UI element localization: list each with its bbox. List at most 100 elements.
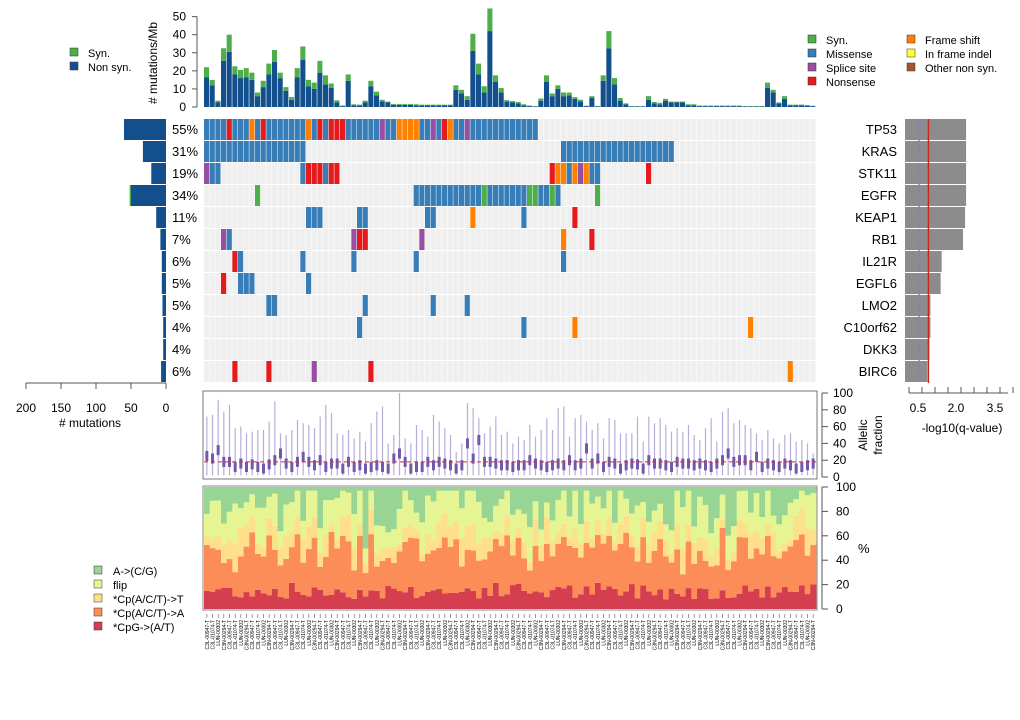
cell-empty	[708, 251, 714, 272]
cell-empty	[697, 317, 703, 338]
spectrum-cpg-segment	[736, 593, 743, 609]
cell-empty	[328, 317, 334, 338]
tmb-bar-syn	[787, 104, 793, 106]
cell-empty	[612, 317, 618, 338]
spectrum-flip-segment	[487, 521, 494, 538]
cell-empty	[629, 229, 635, 250]
cell-empty	[396, 273, 402, 294]
spectrum-cpa-segment	[555, 543, 562, 587]
cell-empty	[521, 339, 527, 360]
cell-mutation	[493, 185, 499, 206]
cell-empty	[340, 207, 346, 228]
cell-empty	[334, 317, 340, 338]
spectrum-cpt-segment	[799, 509, 806, 535]
cell-empty	[334, 251, 340, 272]
sample-label: C3L-00947-T	[794, 620, 800, 649]
cell-empty	[685, 119, 691, 140]
cell-empty	[549, 141, 555, 162]
cell-empty	[430, 273, 436, 294]
cell-empty	[204, 317, 210, 338]
cell-empty	[413, 317, 419, 338]
spectrum-ac-segment	[328, 487, 335, 501]
spectrum-cpt-segment	[408, 524, 415, 538]
cell-empty	[646, 295, 652, 316]
cell-empty	[283, 185, 289, 206]
spectrum-cpg-segment	[674, 593, 681, 609]
cell-empty	[748, 295, 754, 316]
cell-mutation	[544, 185, 550, 206]
spectrum-cpa-segment	[623, 532, 630, 592]
cell-empty	[249, 207, 255, 228]
cell-empty	[663, 361, 669, 382]
cell-empty	[623, 295, 629, 316]
cell-empty	[323, 361, 329, 382]
spectrum-flip-segment	[425, 495, 432, 535]
cell-empty	[221, 317, 227, 338]
cell-empty	[351, 163, 357, 184]
tmb-bar-nonsyn	[646, 99, 652, 107]
cell-empty	[277, 339, 283, 360]
af-iqr	[539, 460, 543, 471]
cell-empty	[266, 185, 272, 206]
spectrum-cpg-segment	[459, 591, 466, 609]
cell-empty	[459, 361, 465, 382]
cell-empty	[374, 317, 380, 338]
cell-empty	[425, 361, 431, 382]
spectrum-flip-segment	[362, 548, 369, 564]
spectrum-cpa-segment	[697, 550, 704, 589]
cell-empty	[685, 295, 691, 316]
tmb-bar-syn	[476, 63, 482, 75]
sample-label: C3N-00294-T	[539, 620, 545, 650]
cell-empty	[623, 229, 629, 250]
cell-empty	[419, 317, 425, 338]
cell-empty	[345, 207, 351, 228]
tmb-bar-syn	[385, 101, 391, 103]
legend-swatch	[93, 565, 103, 575]
spectrum-cpg-segment	[549, 590, 556, 609]
spectrum-cpt-segment	[481, 537, 488, 560]
af-iqr	[347, 456, 350, 467]
tmb-bar-syn	[232, 66, 238, 75]
cell-empty	[238, 295, 244, 316]
tmb-bar-nonsyn	[413, 105, 419, 107]
spectrum-cpa-segment	[600, 543, 607, 590]
cell-empty	[515, 141, 521, 162]
spectrum-flip-segment	[793, 499, 800, 516]
cell-empty	[578, 273, 584, 294]
tmb-bar-syn	[606, 31, 612, 49]
spectrum-ac-segment	[589, 487, 596, 504]
qvalue-bar	[905, 273, 941, 294]
cell-empty	[300, 207, 306, 228]
cell-empty	[719, 273, 725, 294]
af-iqr	[783, 458, 787, 469]
spectrum-cpa-segment	[521, 558, 528, 591]
cell-empty	[674, 163, 680, 184]
spectrum-cpt-segment	[504, 515, 511, 536]
cell-empty	[442, 317, 448, 338]
cell-empty	[714, 141, 720, 162]
af-iqr	[760, 461, 764, 472]
cell-empty	[583, 273, 589, 294]
legend-label: *Cp(A/C/T)->T	[113, 594, 184, 606]
cell-empty	[504, 207, 510, 228]
sample-label: C3L-01074-T	[256, 620, 262, 649]
cell-empty	[391, 207, 397, 228]
af-iqr	[245, 461, 248, 472]
spectrum-ac-segment	[391, 487, 398, 530]
cell-empty	[595, 251, 601, 272]
spectrum-cpt-segment	[804, 528, 811, 556]
spectrum-cpa-segment	[691, 563, 698, 599]
spectrum-flip-segment	[640, 501, 647, 518]
cell-empty	[436, 273, 442, 294]
cell-empty	[402, 317, 408, 338]
cell-empty	[357, 339, 363, 360]
cell-empty	[759, 339, 765, 360]
cell-empty	[481, 229, 487, 250]
cell-empty	[731, 207, 737, 228]
spectrum-ac-segment	[215, 487, 222, 501]
gene-count-bar-nonsyn	[160, 229, 166, 250]
cell-mutation	[453, 119, 459, 140]
cell-empty	[521, 163, 527, 184]
cell-empty	[243, 339, 249, 360]
cell-empty	[464, 339, 470, 360]
